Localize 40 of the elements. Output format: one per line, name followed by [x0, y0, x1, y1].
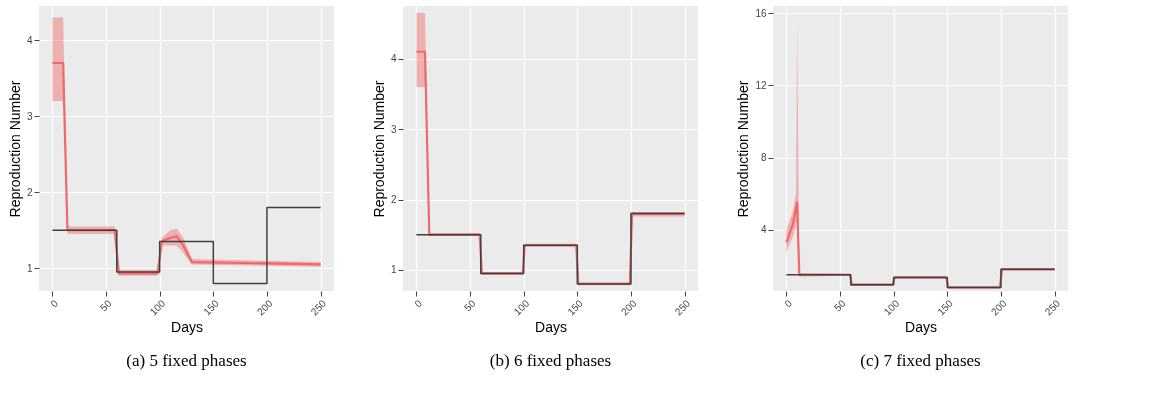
x-tick-label: 50 [97, 297, 114, 314]
x-tick-label: 200 [254, 297, 275, 318]
y-tick-label: 2 [390, 194, 397, 206]
x-tick-label: 100 [147, 297, 168, 318]
x-tick-label: 0 [412, 297, 425, 310]
x-tick-label: 100 [511, 297, 532, 318]
x-axis-title: Days [905, 319, 937, 336]
y-tick-label: 1 [390, 264, 397, 276]
x-tick-label: 150 [935, 297, 956, 318]
y-tick-label: 2 [26, 186, 33, 198]
x-tick-label: 250 [308, 297, 329, 318]
y-tick-label: 4 [26, 34, 33, 46]
y-tick-label: 1 [26, 262, 33, 274]
text: (a) 5 fixed phases [126, 350, 247, 370]
x-tick-label: 50 [461, 297, 478, 314]
line-series [51, 61, 322, 275]
x-tick-label: 150 [201, 297, 222, 318]
x-tick-label: 200 [618, 297, 639, 318]
x-tick-label: 150 [565, 297, 586, 318]
y-tick-label: 16 [755, 7, 767, 19]
x-tick-label: 0 [48, 297, 61, 310]
y-tick-label: 4 [760, 224, 767, 236]
x-tick-label: 100 [881, 297, 902, 318]
text: (b) 6 fixed phases [489, 350, 612, 370]
y-axis-title: Reproduction Number [6, 80, 23, 218]
x-tick-label: 250 [1042, 297, 1063, 318]
y-tick-label: 8 [760, 152, 767, 164]
x-axis-title: Days [171, 319, 203, 336]
y-tick-label: 3 [26, 110, 33, 122]
y-tick-label: 3 [390, 123, 397, 135]
y-axis-title: Reproduction Number [735, 80, 752, 218]
y-tick-label: 4 [390, 53, 397, 65]
x-tick-label: 250 [672, 297, 693, 318]
x-tick-label: 200 [988, 297, 1009, 318]
x-axis-title: Days [535, 319, 567, 336]
x-tick-label: 0 [782, 297, 795, 310]
y-tick-label: 12 [755, 79, 767, 91]
x-tick-label: 50 [831, 297, 848, 314]
y-axis-title: Reproduction Number [370, 80, 387, 218]
text: (c) 7 fixed phases [860, 350, 981, 370]
